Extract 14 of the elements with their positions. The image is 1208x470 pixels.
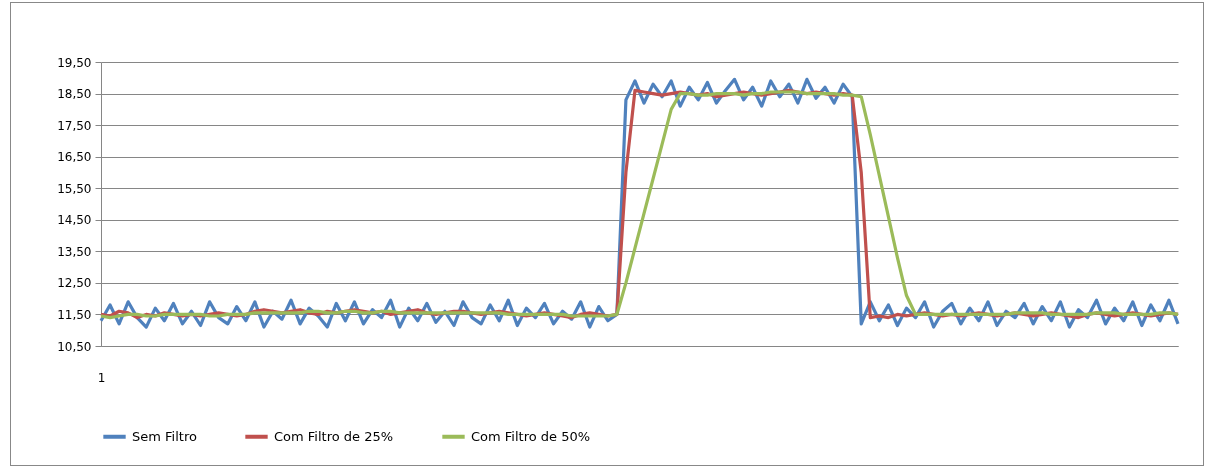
legend-label: Sem Filtro (132, 428, 197, 444)
y-tick-label: 12,50 (57, 276, 92, 291)
legend-label: Com Filtro de 25% (274, 428, 394, 444)
y-tick-label: 16,50 (57, 150, 92, 165)
y-tick-label: 11,50 (57, 307, 92, 322)
x-tick-label: 1 (97, 370, 106, 385)
y-tick-label: 15,50 (57, 181, 92, 196)
y-tick-label: 19,50 (57, 55, 92, 70)
legend-label: Com Filtro de 50% (471, 428, 591, 444)
y-tick-label: 14,50 (57, 213, 92, 228)
y-tick-label: 10,50 (57, 339, 92, 354)
y-tick-label: 18,50 (57, 87, 92, 102)
y-tick-label: 13,50 (57, 244, 92, 259)
y-tick-label: 17,50 (57, 118, 92, 133)
